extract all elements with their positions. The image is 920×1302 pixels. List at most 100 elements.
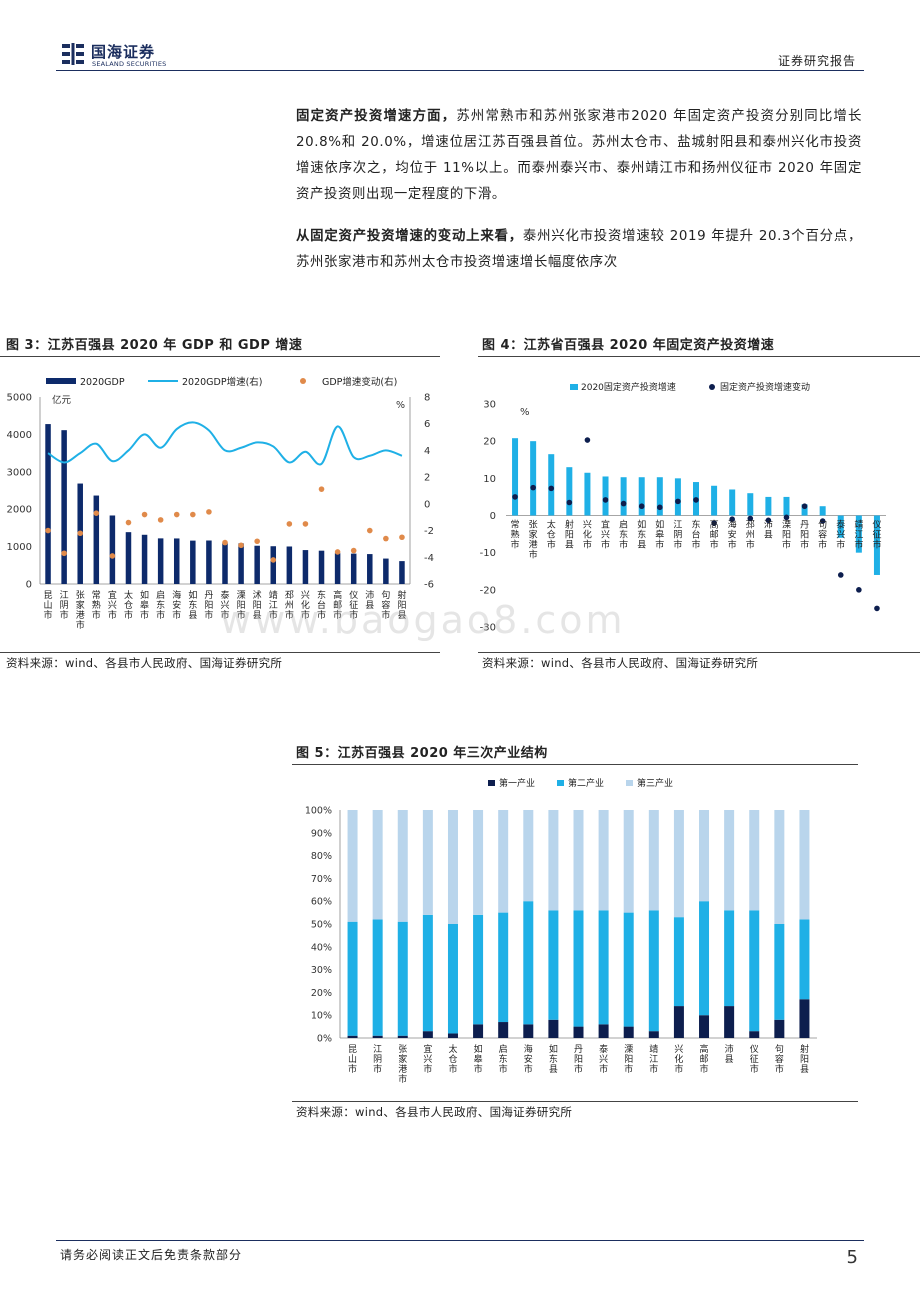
legend-swatch-change	[709, 384, 715, 390]
legend-swatch-investment	[570, 384, 578, 390]
x-tick-label-char: 熟	[92, 599, 101, 611]
stacked-bar-segment-3	[573, 810, 584, 911]
x-tick-label: 靖江市	[854, 519, 863, 551]
investment-bar	[801, 504, 808, 516]
x-tick-label-char: 台	[691, 529, 700, 541]
y-tick-label: 80%	[311, 851, 332, 862]
x-tick-label-char: 市	[818, 539, 827, 551]
y-tick-label: 100%	[305, 806, 332, 817]
x-tick-label-char: 东	[619, 529, 628, 541]
x-tick-label-char: 市	[710, 539, 719, 551]
investment-change-point	[657, 504, 663, 511]
x-tick-label-char: 阳	[800, 1054, 809, 1065]
y-axis-label: %	[520, 407, 530, 418]
x-tick-label: 丹阳市	[574, 1044, 583, 1075]
x-tick-label-char: 东	[156, 599, 165, 611]
chart-legend: 第一产业 第二产业 第三产业	[488, 777, 673, 789]
x-tick-label-char: 海	[524, 1043, 533, 1055]
x-tick-label: 高邮市	[333, 589, 342, 621]
legend-label-1: 第一产业	[499, 777, 535, 789]
paragraph-investment-growth: 固定资产投资增速方面，苏州常熟市和苏州张家港市2020 年固定资产投资分别同比增…	[296, 104, 862, 208]
x-tick-label-char: 市	[782, 539, 791, 551]
y-tick-label: 30	[483, 400, 496, 411]
x-tick-label-char: 射	[565, 519, 574, 531]
gdp-growth-change-point	[399, 534, 405, 541]
x-tick-label-char: 阳	[253, 600, 262, 611]
x-tick-label: 江阴市	[373, 1044, 382, 1075]
investment-change-point	[819, 518, 826, 524]
x-tick-label-char: 市	[836, 539, 845, 551]
investment-change-point	[856, 587, 862, 593]
x-tick-label: 仪征市	[872, 520, 881, 551]
x-tick-label: 江阴市	[60, 590, 69, 621]
x-tick-label: 江阴市	[673, 520, 682, 551]
stacked-bar-segment-1	[397, 1035, 408, 1038]
stacked-bar-segment-1	[473, 1024, 484, 1038]
x-tick-label-char: 阳	[782, 530, 791, 541]
x-tick-label-char: 邮	[710, 529, 719, 541]
legend-label-3: 第三产业	[637, 777, 673, 789]
gdp-bar	[190, 540, 196, 584]
x-tick-label-char: 丹	[204, 590, 213, 601]
y-tick-label-right: 6	[424, 419, 430, 430]
y-tick-label: 30%	[311, 965, 332, 976]
sealand-logo-icon	[62, 42, 84, 66]
x-tick-label-char: 兴	[836, 530, 845, 541]
x-tick-label-char: 山	[44, 600, 53, 611]
x-tick-label-char: 县	[637, 540, 646, 551]
y-tick-label-right: 8	[424, 393, 430, 404]
y-tick-label-right: -6	[424, 580, 434, 591]
x-tick-label: 泰兴市	[220, 589, 229, 621]
x-tick-label-char: 东	[188, 599, 197, 611]
x-tick-label-char: 市	[746, 539, 755, 551]
y-tick-label: 10	[483, 474, 496, 485]
x-tick-label-char: 市	[92, 609, 101, 621]
legend-swatch-change	[300, 378, 306, 384]
stacked-bar-segment-3	[397, 810, 408, 922]
x-tick-label: 射阳县	[397, 589, 406, 621]
x-tick-label-char: 张	[398, 1044, 407, 1055]
gdp-bar	[222, 543, 228, 584]
x-tick-label-char: 昆	[44, 590, 53, 601]
x-tick-label: 沭阳县	[253, 589, 262, 621]
gdp-growth-change-point	[334, 549, 341, 555]
gdp-growth-change-point	[93, 510, 100, 517]
investment-change-point	[765, 517, 772, 524]
stacked-bar-segment-1	[623, 1026, 634, 1038]
stacked-bar-segment-3	[598, 810, 609, 911]
y-tick-label-right: 0	[424, 499, 430, 510]
x-tick-label: 昆山市	[348, 1044, 357, 1075]
stacked-bar-segment-3	[498, 810, 509, 913]
y-tick-label-left: 5000	[7, 393, 32, 404]
gdp-bar	[125, 532, 132, 584]
x-tick-label-char: 江	[854, 530, 863, 541]
x-tick-label: 射阳县	[565, 519, 574, 551]
x-tick-label-char: 县	[549, 1064, 558, 1075]
x-tick-label-char: 市	[599, 1063, 608, 1075]
investment-bar	[656, 477, 663, 516]
stacked-bar-segment-3	[372, 810, 383, 920]
figure-3-bottom-rule	[0, 652, 440, 653]
stacked-bar-segment-3	[724, 810, 735, 911]
x-tick-label-char: 州	[746, 530, 755, 541]
header-divider	[56, 70, 864, 71]
stacked-bar-segment-3	[799, 810, 810, 920]
x-tick-label: 溧阳市	[782, 520, 791, 551]
investment-bar	[855, 515, 862, 553]
investment-bar	[620, 477, 627, 516]
x-tick-label-char: 泰	[836, 519, 845, 531]
x-tick-label: 沛县	[764, 519, 773, 541]
investment-change-point	[801, 503, 808, 510]
gdp-bar	[334, 553, 341, 584]
x-tick-label-char: 市	[674, 1063, 683, 1075]
gdp-bar	[350, 553, 357, 584]
x-tick-label: 射阳县	[800, 1043, 809, 1075]
x-tick-label-char: 容	[818, 529, 827, 541]
y-tick-label-right: 2	[424, 473, 430, 484]
gdp-growth-change-point	[157, 517, 164, 523]
y-axis-label-left: 亿元	[52, 394, 72, 406]
x-tick-label-char: 化	[301, 599, 310, 611]
figure-5-top-rule	[292, 764, 858, 765]
x-tick-label-char: 市	[140, 609, 149, 621]
stacked-bar-segment-2	[447, 924, 458, 1034]
